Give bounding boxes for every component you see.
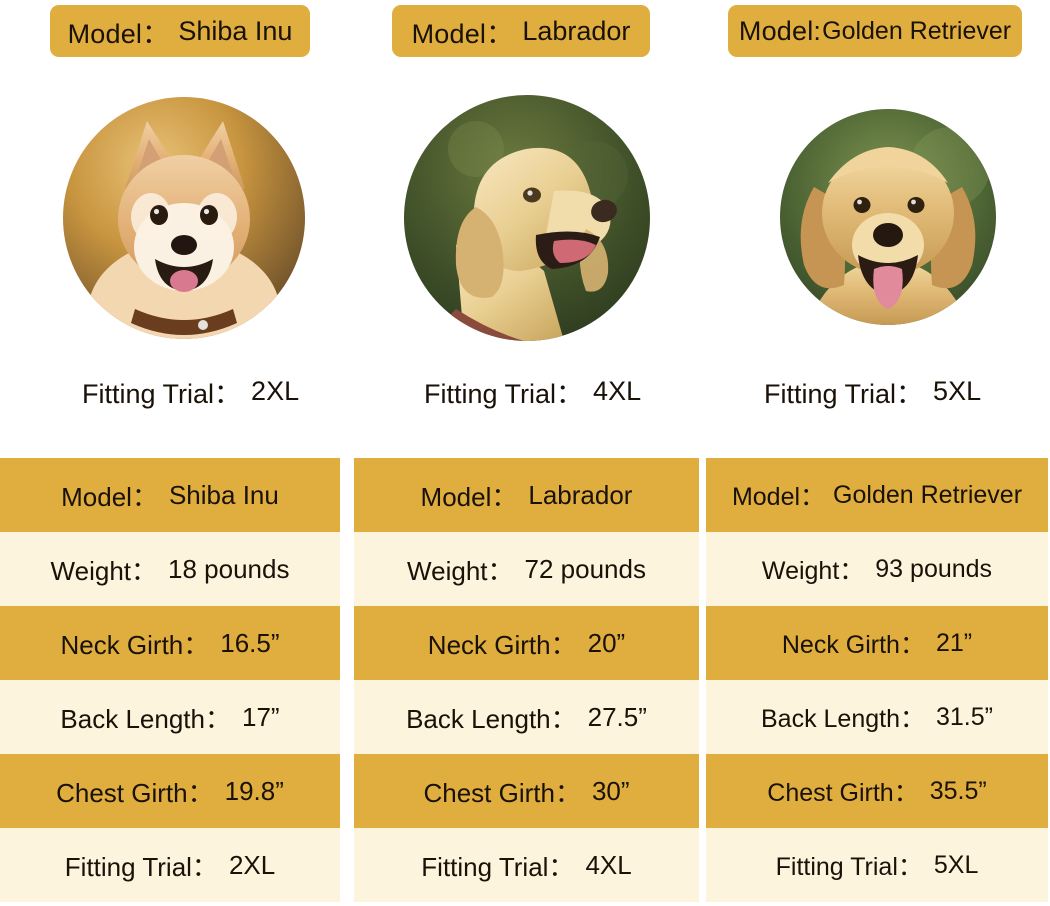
fitting-trial-value: 2XL	[251, 375, 300, 406]
shiba-inu-photo	[63, 97, 305, 339]
table-row: Chest Girth： 35.5”	[706, 754, 1048, 828]
model-header-value: Shiba Inu	[178, 15, 293, 46]
spec-key: Model：	[731, 483, 826, 511]
fitting-trial-caption-labrador: Fitting Trial： 4XL	[424, 362, 641, 420]
fitting-trial-label: Fitting Trial：	[424, 378, 584, 409]
spec-value: Shiba Inu	[168, 479, 279, 510]
spec-key: Chest Girth：	[767, 779, 919, 807]
spec-key: Model：	[61, 481, 158, 512]
table-row: Weight： 93 pounds	[706, 532, 1048, 606]
fitting-trial-caption-row: Fitting Trial： 2XL Fitting Trial： 4XL Fi…	[0, 362, 1050, 420]
model-header-value: Labrador	[522, 15, 631, 46]
spec-key: Fitting Trial：	[64, 851, 218, 882]
spec-value: 17”	[241, 701, 280, 732]
model-header-row: Model： Shiba Inu Model： Labrador Model: …	[0, 0, 1050, 80]
spec-value: 93 pounds	[875, 554, 993, 583]
table-row: Model： Labrador	[354, 458, 699, 532]
spec-value: 72 pounds	[524, 553, 646, 584]
table-row: Back Length： 27.5”	[354, 680, 699, 754]
spec-key: Chest Girth：	[56, 777, 214, 808]
golden-retriever-photo	[780, 109, 996, 325]
spec-key: Fitting Trial：	[775, 853, 923, 881]
table-row: Model： Golden Retriever	[706, 458, 1048, 532]
fitting-trial-value: 4XL	[593, 375, 642, 406]
model-header-pill-golden-retriever: Model: Golden Retriever	[728, 5, 1022, 57]
table-row: Fitting Trial： 2XL	[0, 828, 340, 902]
model-header-pill-shiba-inu: Model： Shiba Inu	[50, 5, 310, 57]
spec-key: Fitting Trial：	[421, 851, 575, 882]
table-row: Weight： 18 pounds	[0, 532, 340, 606]
spec-value: Golden Retriever	[833, 480, 1023, 509]
spec-value: 16.5”	[220, 627, 280, 658]
spec-value: 4XL	[585, 849, 632, 880]
spec-value: 30”	[591, 775, 630, 806]
table-row: Fitting Trial： 5XL	[706, 828, 1048, 902]
spec-value: 5XL	[933, 850, 979, 879]
spec-value: 31.5”	[936, 702, 993, 731]
spec-key: Neck Girth：	[781, 631, 925, 659]
spec-key: Weight：	[50, 555, 157, 586]
spec-value: 27.5”	[587, 701, 647, 732]
spec-key: Neck Girth：	[60, 629, 210, 660]
spec-value: 18 pounds	[168, 553, 290, 584]
fitting-trial-label: Fitting Trial：	[82, 378, 242, 409]
model-header-pill-labrador: Model： Labrador	[392, 5, 650, 57]
model-header-value: Golden Retriever	[822, 16, 1012, 45]
spec-key: Chest Girth：	[423, 777, 581, 808]
spec-value: 2XL	[228, 849, 276, 880]
labrador-photo	[404, 95, 650, 341]
table-row: Weight： 72 pounds	[354, 532, 699, 606]
spec-key: Back Length：	[406, 703, 577, 734]
spec-value: 35.5”	[929, 776, 987, 805]
table-row: Fitting Trial： 4XL	[354, 828, 699, 902]
spec-table-labrador: Model： Labrador Weight： 72 pounds Neck G…	[354, 458, 699, 902]
fitting-trial-label: Fitting Trial：	[764, 378, 924, 409]
spec-value: 20”	[587, 627, 626, 658]
spec-key: Back Length：	[60, 703, 231, 734]
spec-key: Model：	[420, 481, 518, 512]
table-row: Neck Girth： 20”	[354, 606, 699, 680]
spec-key: Weight：	[407, 555, 514, 586]
spec-key: Back Length：	[761, 705, 925, 733]
table-row: Chest Girth： 19.8”	[0, 754, 340, 828]
fitting-trial-value: 5XL	[933, 375, 982, 406]
spec-table-shiba-inu: Model： Shiba Inu Weight： 18 pounds Neck …	[0, 458, 340, 902]
table-row: Back Length： 17”	[0, 680, 340, 754]
table-row: Back Length： 31.5”	[706, 680, 1048, 754]
model-header-label: Model：	[411, 18, 514, 49]
spec-value: 19.8”	[224, 775, 284, 806]
spec-value: Labrador	[528, 479, 633, 510]
fitting-trial-caption-golden-retriever: Fitting Trial： 5XL	[764, 362, 981, 420]
table-row: Neck Girth： 21”	[706, 606, 1048, 680]
spec-tables: Model： Shiba Inu Weight： 18 pounds Neck …	[0, 458, 1050, 906]
spec-key: Weight：	[761, 557, 865, 585]
model-header-label: Model:	[738, 15, 822, 46]
table-row: Model： Shiba Inu	[0, 458, 340, 532]
table-row: Chest Girth： 30”	[354, 754, 699, 828]
table-row: Neck Girth： 16.5”	[0, 606, 340, 680]
spec-table-golden-retriever: Model： Golden Retriever Weight： 93 pound…	[706, 458, 1048, 902]
fitting-trial-caption-shiba-inu: Fitting Trial： 2XL	[82, 362, 299, 420]
spec-value: 21”	[935, 628, 973, 657]
dog-photo-row	[0, 90, 1050, 350]
spec-key: Neck Girth：	[427, 629, 577, 660]
model-header-label: Model：	[67, 18, 170, 49]
